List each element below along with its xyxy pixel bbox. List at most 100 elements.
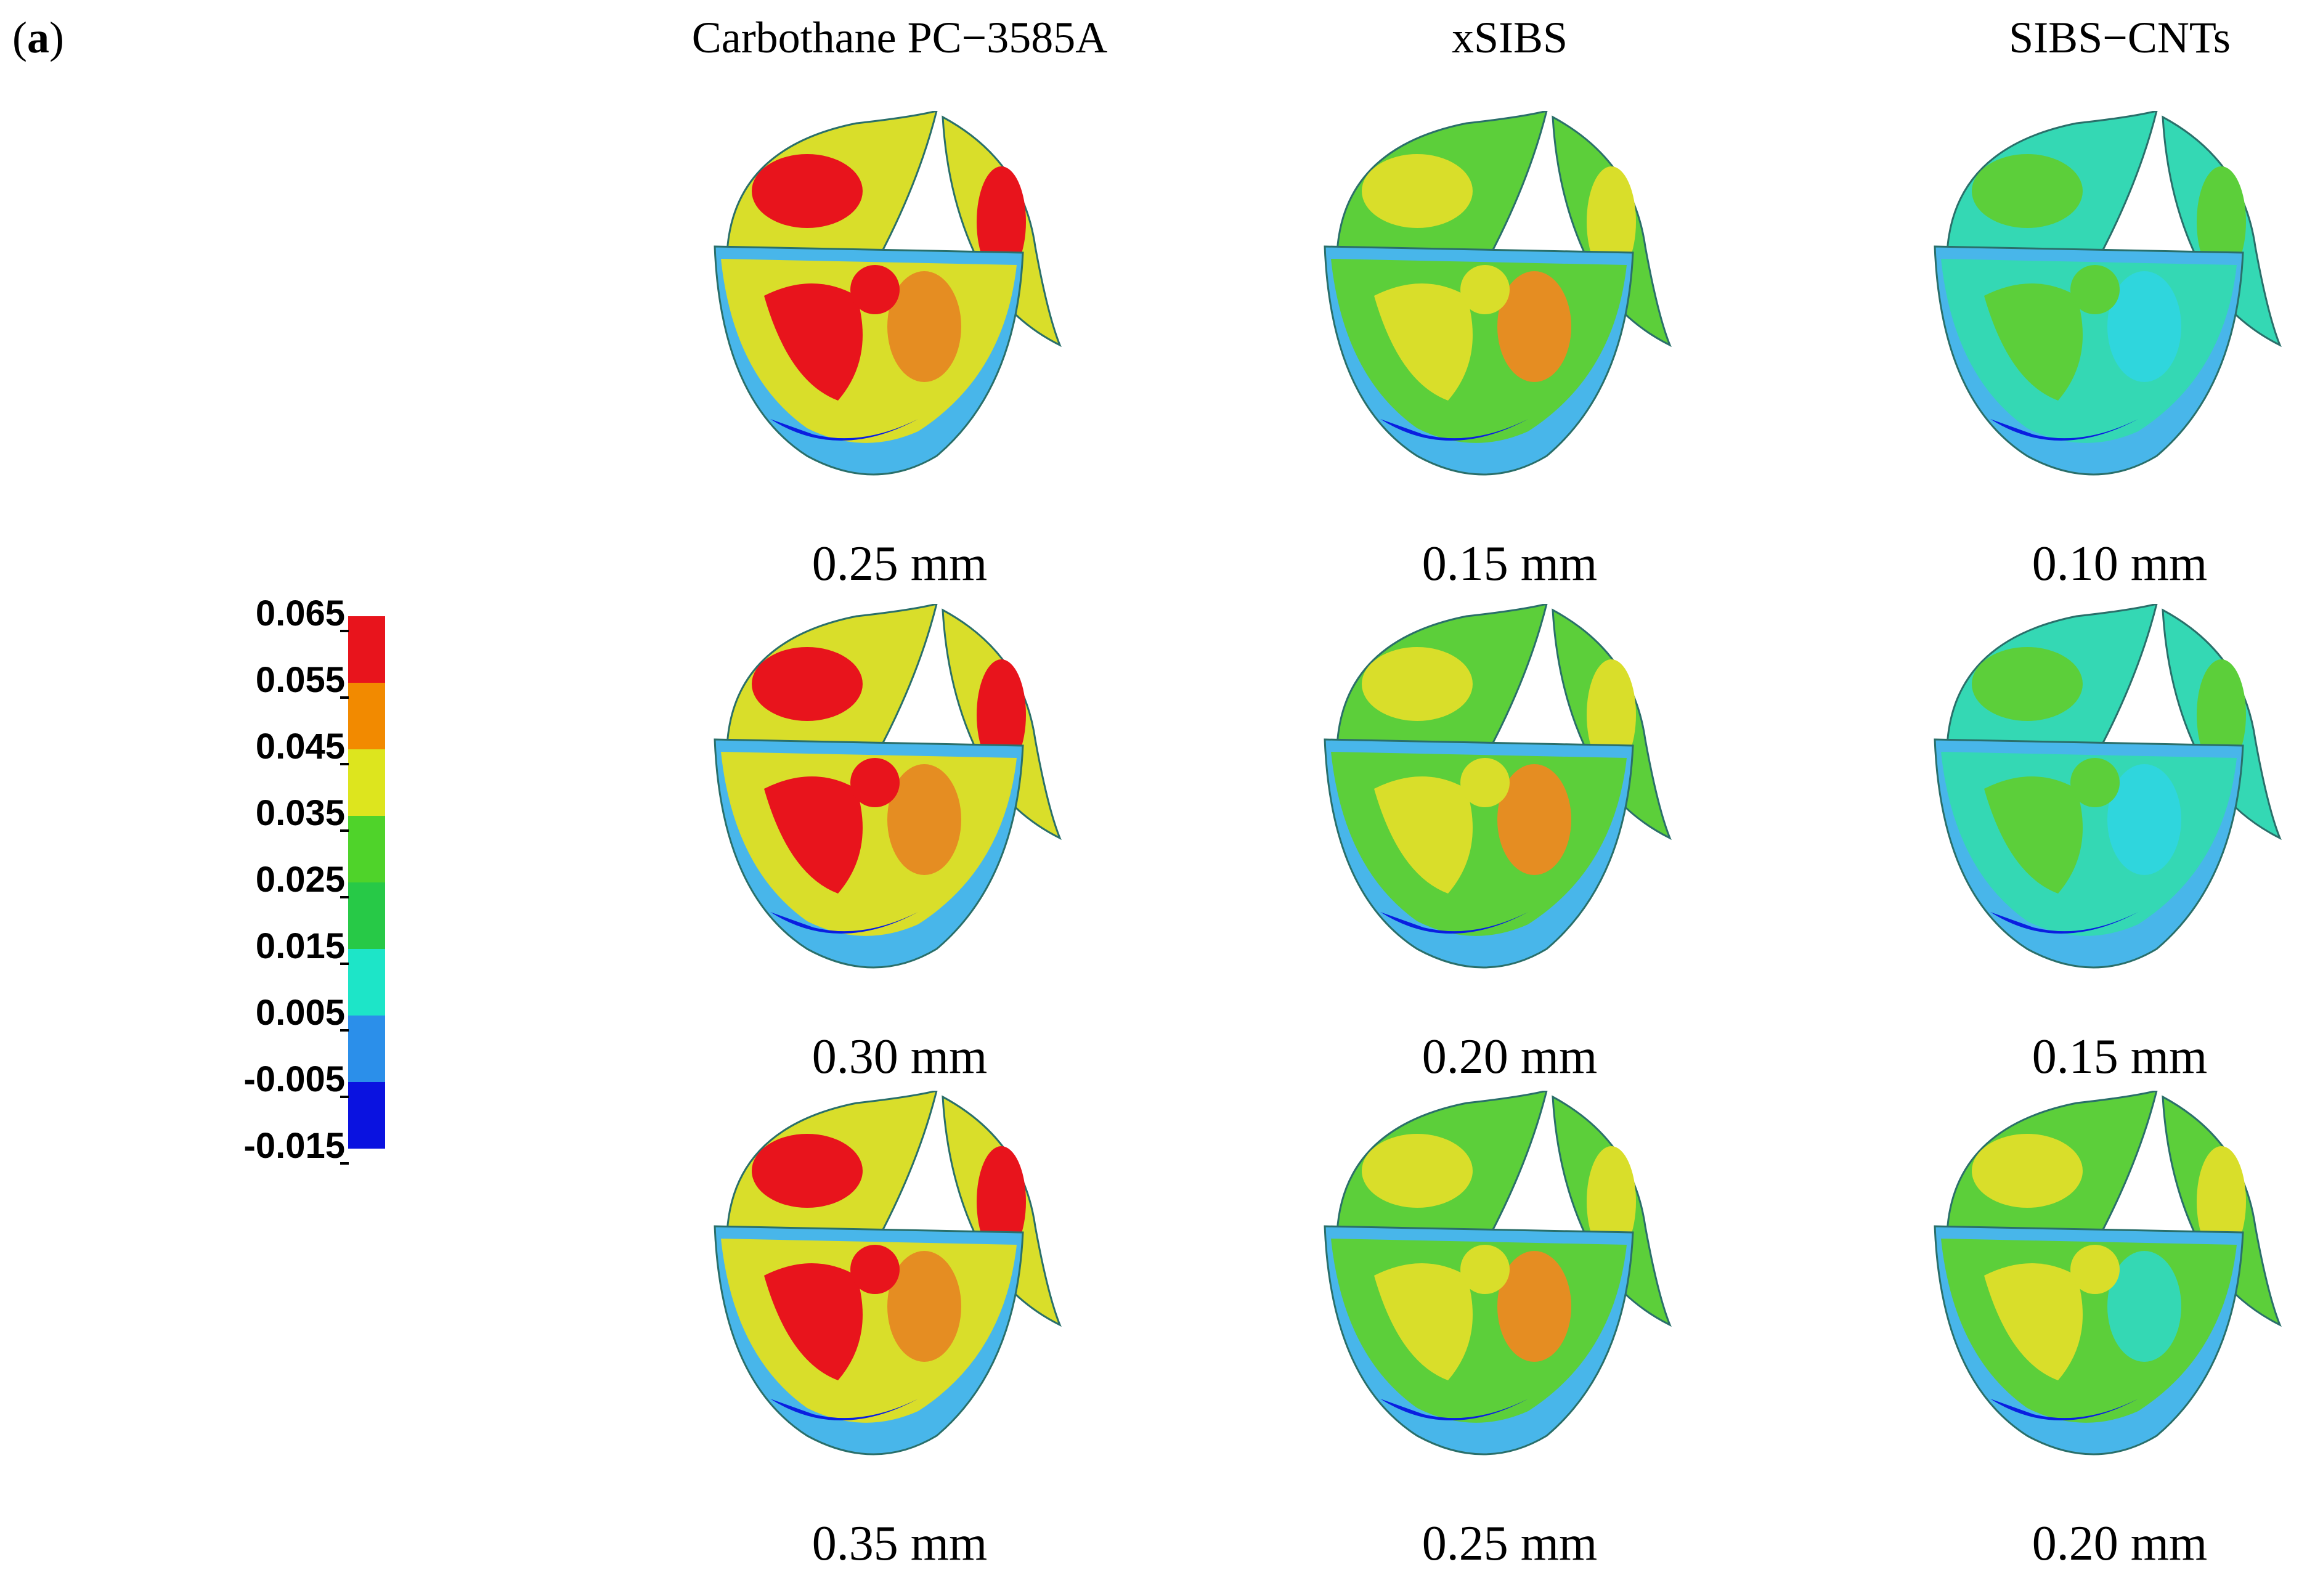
legend-band [348, 616, 385, 683]
leaflet-strain-patch [752, 1134, 863, 1208]
front-strain-patch [1374, 1263, 1473, 1380]
valve-leaflet-render [1324, 1091, 1672, 1456]
coaptation-crease [1990, 419, 2138, 441]
valve-cell: 0.15 mm [1263, 111, 1756, 616]
legend-tick-label: 0.035 [255, 793, 345, 833]
front-strain-patch [2070, 265, 2120, 314]
valve-cell: 0.10 mm [1873, 111, 2315, 616]
legend-band [348, 683, 385, 749]
thickness-label: 0.30 mm [812, 1030, 988, 1084]
thickness-label: 0.25 mm [812, 537, 988, 591]
legend-tick-mark [340, 896, 349, 898]
leaflet-strain-patch [2197, 1146, 2246, 1257]
valve-leaflet-render [1934, 604, 2282, 969]
leaflet-strain-patch [1972, 1134, 2083, 1208]
thickness-label: 0.35 mm [812, 1517, 988, 1571]
valve-cell: 0.20 mm [1263, 604, 1756, 1109]
thickness-label: 0.10 mm [2032, 537, 2208, 591]
coaptation-crease [1380, 1399, 1528, 1420]
legend-tick-mark [340, 829, 349, 832]
valve-leaflet-render [1324, 111, 1672, 476]
legend-tick-mark [340, 1029, 349, 1032]
legend-tick-label: 0.015 [255, 926, 345, 966]
legend-tick-mark [340, 630, 349, 632]
coaptation-crease [1380, 419, 1528, 441]
leaflet-strain-patch [2197, 166, 2246, 277]
legend-band [348, 1082, 385, 1149]
valve-cell: 0.25 mm [1263, 1091, 1756, 1596]
legend-tick-label: 0.025 [255, 860, 345, 900]
column-title-sibs-cnts: SIBS−CNTs [2009, 13, 2231, 62]
valve-cell: 0.35 mm [653, 1091, 1146, 1596]
valve-leaflet-render [714, 111, 1062, 476]
valve-leaflet-render [1324, 604, 1672, 969]
front-strain-patch [764, 1263, 863, 1380]
valve-cell: 0.15 mm [1873, 604, 2315, 1109]
front-strain-patch [1984, 1263, 2083, 1380]
front-strain-patch [2070, 758, 2120, 807]
front-strain-patch [2107, 1251, 2181, 1362]
front-strain-patch [1984, 776, 2083, 894]
front-strain-patch [1984, 283, 2083, 401]
thickness-label: 0.15 mm [1422, 537, 1598, 591]
front-strain-patch [2070, 1245, 2120, 1294]
legend-band [348, 1016, 385, 1082]
front-strain-patch [850, 265, 900, 314]
thickness-label: 0.20 mm [1422, 1030, 1598, 1084]
leaflet-strain-patch [2197, 659, 2246, 770]
valve-leaflet-render [714, 1091, 1062, 1456]
front-strain-patch [764, 776, 863, 894]
column-title-carbothane: Carbothane PC−3585A [691, 13, 1108, 62]
coaptation-crease [1380, 912, 1528, 934]
legend-tick-label: 0.005 [255, 993, 345, 1033]
front-strain-patch [1497, 271, 1571, 382]
front-strain-patch [887, 1251, 961, 1362]
leaflet-strain-patch [752, 647, 863, 721]
leaflet-strain-patch [1587, 659, 1636, 770]
leaflet-strain-patch [1587, 1146, 1636, 1257]
front-strain-patch [2107, 271, 2181, 382]
coaptation-crease [1990, 1399, 2138, 1420]
leaflet-strain-patch [752, 154, 863, 228]
legend-tick-label: 0.055 [255, 660, 345, 700]
front-strain-patch [764, 283, 863, 401]
legend-tick-label: -0.005 [243, 1059, 345, 1099]
front-strain-patch [1374, 776, 1473, 894]
valve-leaflet-render [1934, 111, 2282, 476]
legend-tick-mark [340, 1162, 349, 1165]
coaptation-crease [770, 419, 918, 441]
coaptation-crease [770, 1399, 918, 1420]
valve-leaflet-render [714, 604, 1062, 969]
legend-tick-mark [340, 963, 349, 965]
coaptation-crease [1990, 912, 2138, 934]
leaflet-strain-patch [1972, 154, 2083, 228]
front-strain-patch [1374, 283, 1473, 401]
front-strain-patch [1460, 265, 1510, 314]
legend-tick-mark [340, 763, 349, 765]
leaflet-strain-patch [977, 166, 1026, 277]
valve-leaflet-render [1934, 1091, 2282, 1456]
legend-tick-mark [340, 696, 349, 699]
legend-tick-label: 0.045 [255, 727, 345, 767]
front-strain-patch [887, 271, 961, 382]
legend-color-bar [348, 616, 385, 1149]
valve-cell: 0.20 mm [1873, 1091, 2315, 1596]
front-strain-patch [1497, 1251, 1571, 1362]
front-strain-patch [2107, 764, 2181, 875]
leaflet-strain-patch [1362, 154, 1473, 228]
leaflet-strain-patch [1362, 647, 1473, 721]
leaflet-strain-patch [977, 659, 1026, 770]
thickness-label: 0.20 mm [2032, 1517, 2208, 1571]
front-strain-patch [850, 1245, 900, 1294]
leaflet-strain-patch [1587, 166, 1636, 277]
front-strain-patch [887, 764, 961, 875]
legend-band [348, 749, 385, 816]
coaptation-crease [770, 912, 918, 934]
panel-label: (a) [12, 13, 64, 62]
legend-band [348, 816, 385, 882]
front-strain-patch [1497, 764, 1571, 875]
leaflet-strain-patch [977, 1146, 1026, 1257]
front-strain-patch [1460, 758, 1510, 807]
leaflet-strain-patch [1362, 1134, 1473, 1208]
legend-band [348, 949, 385, 1016]
